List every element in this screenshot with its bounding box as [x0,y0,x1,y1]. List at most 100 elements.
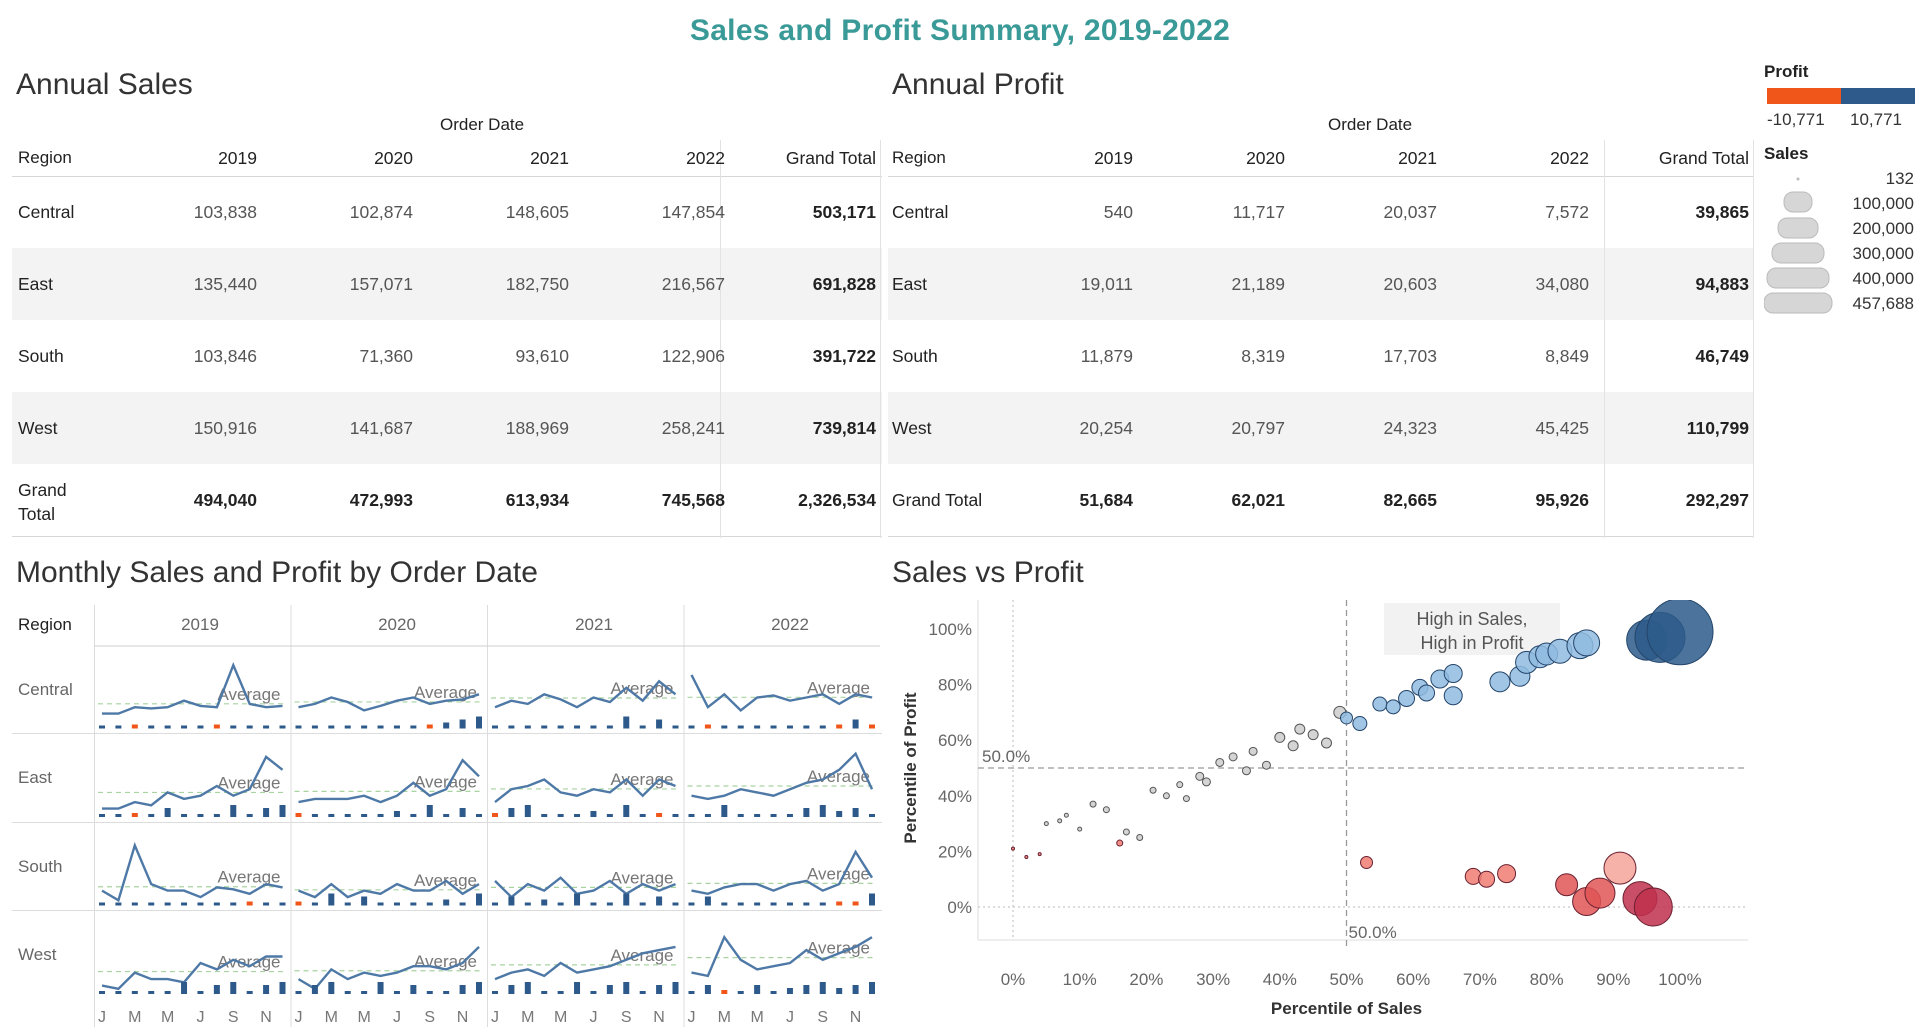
profit-bar [492,902,498,906]
profit-bar [164,725,171,729]
sales-total-cell: 472,993 [349,490,413,510]
sales-total-label: Grand Total [18,478,67,526]
profit-bar [721,902,728,906]
sales-size-legend-shapes [1764,177,1833,314]
profit-bar [328,893,335,906]
month-tick-label: J [786,1009,794,1026]
size-legend-mark [1796,177,1800,181]
sales-row-label: South [18,346,64,366]
profit-bar [852,719,859,729]
average-label: Average [414,772,477,791]
profit-bar [590,991,597,994]
size-legend-mark [1766,267,1830,289]
profit-bar [524,725,531,729]
profit-bar [737,991,744,994]
profit-bar [246,991,253,994]
profit-col-2022: 2022 [1550,148,1589,168]
month-tick-label: M [161,1009,174,1026]
profit-bar [230,982,237,994]
profit-total-cell: 82,665 [1383,490,1437,510]
sales-col-2022: 2022 [686,148,725,168]
profit-bar [557,902,564,906]
monthly-year-label: 2020 [378,615,416,634]
scatter-point [1398,690,1416,707]
profit-bar [737,814,744,817]
scatter-point [1149,786,1157,794]
median-profit-label: 50.0% [982,747,1030,766]
profit-bar [819,805,826,817]
profit-bar [311,725,318,729]
profit-bar [213,902,220,906]
scatter-point [1584,877,1616,909]
monthly-region-header: Region [18,615,72,634]
x-tick-label: 80% [1530,970,1564,989]
average-label: Average [807,767,870,786]
scatter-point [1057,818,1063,824]
profit-cell: 21,189 [1231,274,1285,294]
profit-bar [476,893,482,906]
profit-bar [361,991,368,994]
sales-trend-line [691,934,873,978]
profit-bar [410,985,417,994]
profit-bar [213,985,220,994]
y-tick-label: 80% [938,676,972,695]
profit-bar [263,985,270,994]
profit-bar [197,814,204,817]
month-tick-label: J [196,1009,204,1026]
x-tick-label: 60% [1396,970,1430,989]
sales-cell: 93,610 [515,346,569,366]
scatter-point [1489,671,1511,693]
month-tick-label: M [128,1009,141,1026]
profit-bar [704,724,711,729]
profit-bar [754,725,761,729]
profit-row-label: East [892,274,928,294]
sales-trend-line [101,955,283,991]
profit-bar [541,991,548,994]
scatter-point [1478,870,1496,888]
profit-grand-total-cell: 39,865 [1695,202,1749,222]
profit-bar [672,814,679,817]
profit-bar [869,893,875,906]
sales-cell: 135,440 [193,274,257,294]
scatter-point [1360,856,1374,870]
profit-bar [704,814,711,817]
sales-total-cell: 494,040 [193,490,257,510]
profit-cell: 20,037 [1383,202,1437,222]
scatter-point [1162,792,1170,800]
row-band [12,392,882,464]
table-edge [880,140,881,538]
profit-legend-title: Profit [1764,62,1809,81]
average-label: Average [414,952,477,971]
profit-bar [279,805,286,817]
sales-cell: 71,360 [359,346,413,366]
profit-bar [590,725,597,729]
sales-legend-size-label: 132 [1885,169,1914,188]
header-divider [12,176,882,177]
profit-bar [263,725,270,729]
profit-bar [295,991,302,994]
scatter-svg: 50.0% 50.0% High in Sales, High in Profit 0%… [901,598,1748,1018]
profit-bar [377,982,384,994]
profit-bar [377,902,384,906]
profit-bar [508,808,515,817]
profit-bar [786,725,793,729]
profit-bar [721,990,728,994]
profit-bar [426,991,433,994]
profit-bar [786,902,793,906]
profit-bar [459,808,466,817]
profit-bar [524,982,531,994]
monthly-row-divider [12,910,882,911]
profit-bar [754,902,761,906]
profit-bar [344,814,351,817]
y-tick-label: 60% [938,731,972,750]
profit-cell: 20,797 [1231,418,1285,438]
profit-bar [344,902,351,906]
month-tick-label: M [718,1009,731,1026]
profit-bar [443,991,450,994]
month-tick-label: J [688,1009,696,1026]
sales-cell: 141,687 [349,418,413,438]
profit-bar [246,814,253,817]
profit-bar [508,985,515,994]
profit-bar [770,814,777,817]
month-tick-label: S [228,1009,239,1026]
